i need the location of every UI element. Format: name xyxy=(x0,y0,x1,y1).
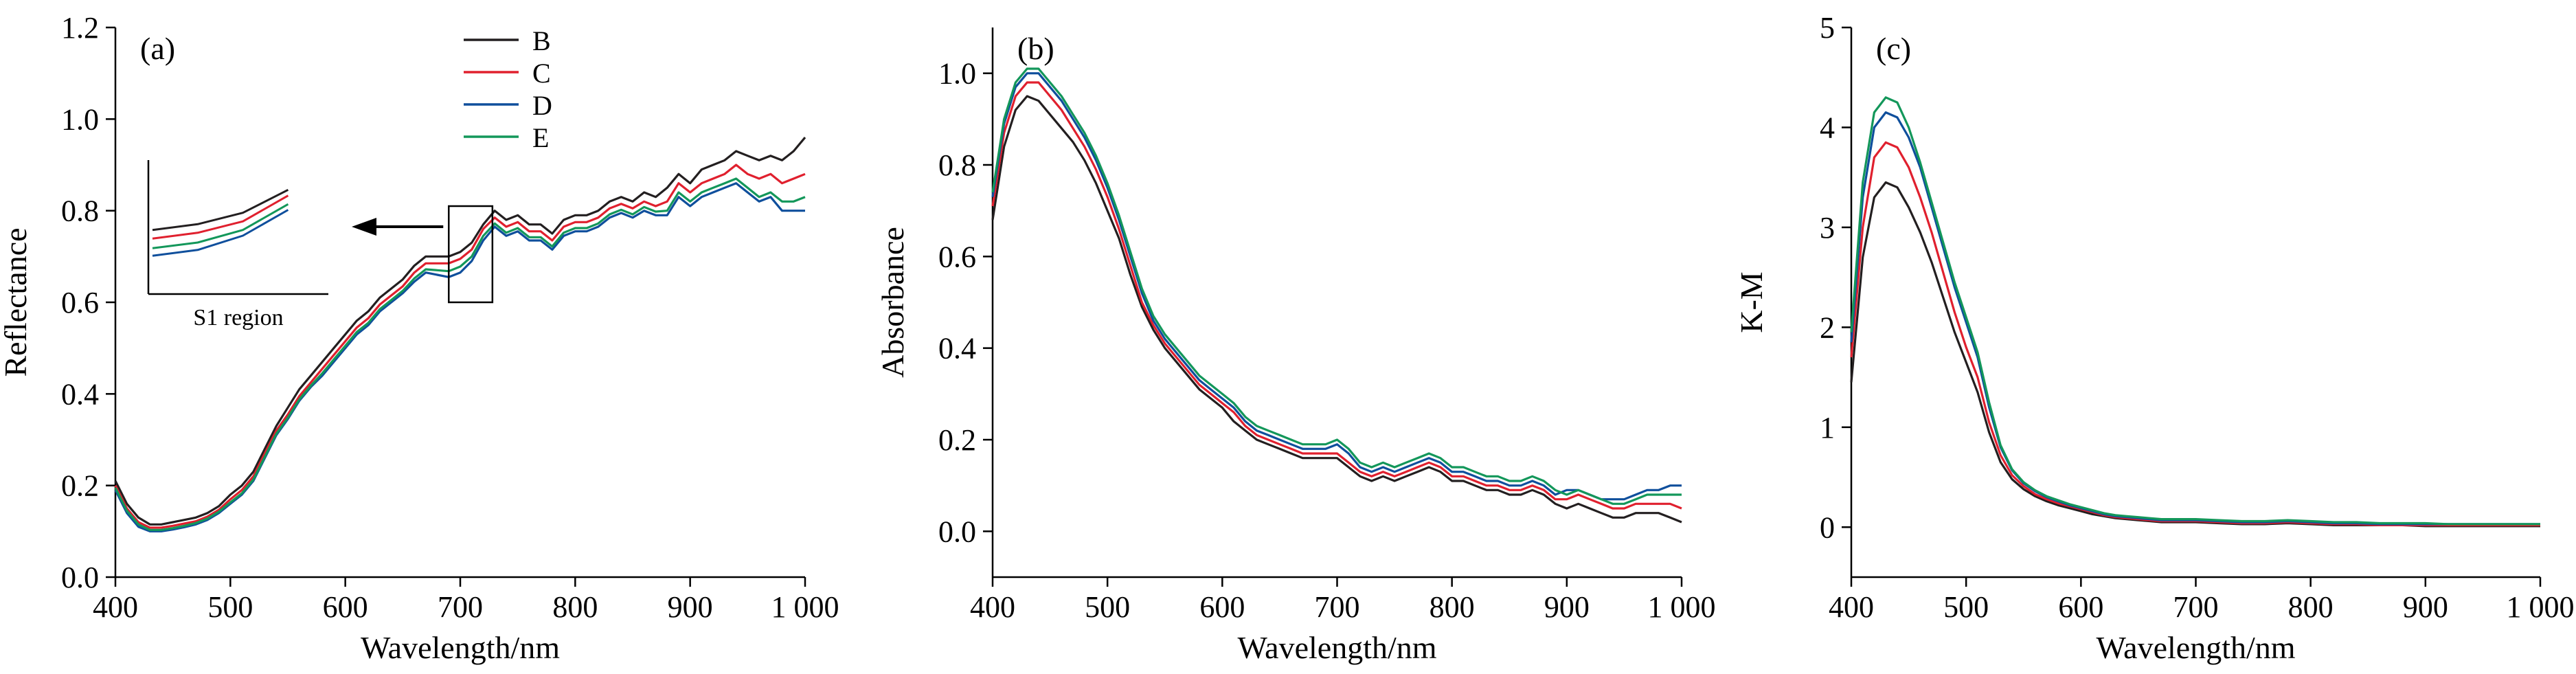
y-tick-label: 1 xyxy=(1820,411,1835,445)
zoom-arrow-head xyxy=(352,218,376,236)
legend-label-E: E xyxy=(532,122,549,153)
inset-series-line-C xyxy=(152,194,289,240)
y-tick-label: 0.2 xyxy=(938,423,976,457)
y-tick-label: 1.2 xyxy=(61,11,99,45)
series-line-B xyxy=(114,136,806,526)
x-tick-label: 700 xyxy=(2173,590,2219,624)
series-line-D xyxy=(991,72,1682,501)
panel-b: 400 500 600 700 800 900 1 000 0.0 0.2 0.4 0.6 0.8 1.… xyxy=(875,27,1716,665)
y-axis-title: Reflectance xyxy=(0,227,33,377)
x-tick-label: 500 xyxy=(207,590,253,624)
y-tick-label: 4 xyxy=(1820,111,1835,144)
x-tick-label: 400 xyxy=(1829,590,1874,624)
x-tick-label: 800 xyxy=(2288,590,2334,624)
series-line-C xyxy=(114,164,806,529)
x-tick-label: 900 xyxy=(1544,590,1590,624)
y-tick-label: 2 xyxy=(1820,311,1835,344)
y-tick-label: 0.4 xyxy=(938,332,976,366)
x-tick-label: 600 xyxy=(323,590,368,624)
y-tick-label: 5 xyxy=(1820,11,1835,45)
y-tick-label: 3 xyxy=(1820,211,1835,245)
series-line-E xyxy=(114,177,806,531)
legend-label-B: B xyxy=(532,25,551,56)
legend-label-D: D xyxy=(532,90,552,121)
y-tick-label: 0 xyxy=(1820,510,1835,544)
y-tick-label: 0.4 xyxy=(61,377,99,411)
y-tick-label: 0.6 xyxy=(938,240,976,273)
series-line-C xyxy=(991,81,1682,510)
y-tick-label: 0.2 xyxy=(61,469,99,503)
y-tick-label: 0.0 xyxy=(61,561,99,594)
x-axis-title: Wavelength/nm xyxy=(2096,630,2295,665)
inset-series-line-B xyxy=(152,188,289,232)
series-line-D xyxy=(114,182,805,532)
y-axis-title: K-M xyxy=(1734,271,1769,333)
y-axis-title: Absorbance xyxy=(875,227,910,378)
y-tick-label: 0.6 xyxy=(61,286,99,319)
x-tick-label: 800 xyxy=(552,590,598,624)
x-axis-title: Wavelength/nm xyxy=(1237,630,1436,665)
panel-label: (b) xyxy=(1017,31,1054,66)
panel-label: (a) xyxy=(140,31,175,66)
x-tick-label: 1 000 xyxy=(1648,590,1716,624)
zoom-region-box xyxy=(448,205,494,304)
legend-label-C: C xyxy=(532,58,551,89)
panel-c: 400 500 600 700 800 900 1 000 0 1 2 3 4 5 Wavelength/… xyxy=(1734,11,2575,665)
y-tick-label: 0.0 xyxy=(938,515,976,548)
x-tick-label: 500 xyxy=(1085,590,1130,624)
x-tick-label: 400 xyxy=(93,590,138,624)
y-tick-label: 0.8 xyxy=(938,148,976,182)
inset-label: S1 region xyxy=(193,305,283,330)
inset-series-line-E xyxy=(152,203,289,249)
x-tick-label: 600 xyxy=(2058,590,2103,624)
x-tick-label: 800 xyxy=(1430,590,1475,624)
panel-label: (c) xyxy=(1876,31,1911,66)
x-tick-label: 1 000 xyxy=(771,590,839,624)
y-tick-label: 1.0 xyxy=(938,57,976,91)
x-axis-title: Wavelength/nm xyxy=(361,630,560,665)
x-tick-label: 900 xyxy=(2403,590,2448,624)
series-line-E xyxy=(1850,96,2540,526)
x-tick-label: 500 xyxy=(1943,590,1989,624)
x-tick-label: 1 000 xyxy=(2507,590,2575,624)
y-tick-label: 1.0 xyxy=(61,102,99,136)
x-tick-label: 400 xyxy=(970,590,1015,624)
x-tick-label: 600 xyxy=(1199,590,1245,624)
x-tick-label: 700 xyxy=(1315,590,1360,624)
series-line-E xyxy=(991,67,1682,505)
panel-a: 400 500 600 700 800 900 1 000 0.0 0.2 0.4 0.6 0.8 1.… xyxy=(0,11,839,665)
x-tick-label: 700 xyxy=(438,590,483,624)
series-line-D xyxy=(1850,111,2540,526)
inset-series-line-D xyxy=(152,209,289,257)
y-tick-label: 0.8 xyxy=(61,194,99,228)
series-line-B xyxy=(1850,181,2540,528)
x-tick-label: 900 xyxy=(668,590,713,624)
series-line-B xyxy=(991,95,1682,524)
